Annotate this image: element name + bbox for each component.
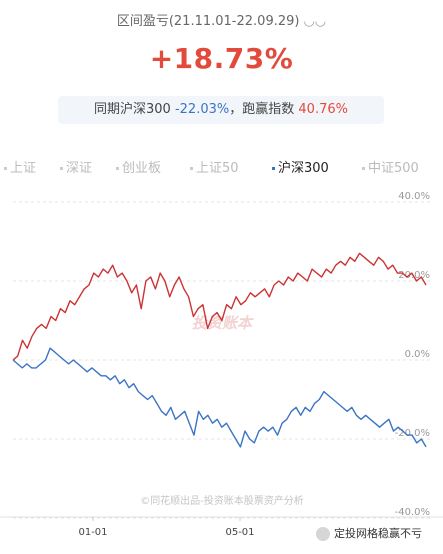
compare-label-1: 同期沪深300	[94, 102, 171, 117]
legend-marker-icon	[272, 167, 275, 170]
y-tick-label: -20.0%	[395, 428, 430, 439]
legend-item-shangzheng[interactable]: 上证	[4, 157, 36, 176]
legend-label: 上证50	[196, 161, 239, 176]
legend-label: 上证	[10, 161, 37, 176]
index-line	[12, 347, 427, 448]
legend-marker-icon	[60, 167, 63, 170]
legend-label: 创业板	[122, 161, 162, 176]
legend-item-shenzheng[interactable]: 深证	[60, 157, 92, 176]
wechat-icon	[316, 527, 330, 541]
legend-label: 深证	[66, 161, 93, 176]
badge-text: 定投网格稳赢不亏	[334, 527, 422, 540]
legend-item-zz500[interactable]: 中证500	[362, 157, 419, 176]
index-legend: 上证 深证 创业板 上证50 沪深300 中证500	[0, 157, 443, 177]
legend-label: 中证500	[368, 161, 419, 176]
legend-item-sz50[interactable]: 上证50	[190, 157, 239, 176]
wechat-badge: 定投网格稳赢不亏	[316, 525, 422, 543]
legend-marker-icon	[116, 167, 119, 170]
eye-closed-icon[interactable]: ◡◡	[303, 14, 327, 29]
y-tick-label: 20.0%	[398, 270, 430, 281]
x-tick-label: 01-01	[78, 527, 107, 538]
header-title: 区间盈亏(21.11.01-22.09.29) ◡◡	[0, 10, 443, 29]
return-chart: 40.0%20.0%0.0%-20.0%-40.0%01-01 05-01投资账本…	[0, 191, 443, 538]
compare-label-2: 跑赢指数	[242, 102, 295, 117]
y-tick-label: 40.0%	[398, 191, 430, 202]
compare-box: 同期沪深300 -22.03%，跑赢指数 40.76%	[58, 96, 384, 124]
source-text: ©同花顺出品-投资账本股票资产分析	[140, 494, 304, 507]
legend-marker-icon	[4, 167, 7, 170]
compare-sep: ，	[229, 102, 243, 117]
legend-item-hs300[interactable]: 沪深300	[272, 157, 329, 176]
legend-marker-icon	[362, 167, 365, 170]
legend-label: 沪深300	[278, 161, 329, 176]
y-tick-label: 0.0%	[405, 349, 430, 360]
compare-value-2: 40.76%	[298, 102, 348, 117]
compare-value-1: -22.03%	[174, 102, 230, 117]
header-title-text: 区间盈亏(21.11.01-22.09.29)	[116, 14, 300, 29]
y-tick-label: -40.0%	[395, 507, 430, 518]
legend-marker-icon	[190, 167, 193, 170]
legend-item-chuangyeban[interactable]: 创业板	[116, 157, 161, 176]
portfolio-line	[12, 252, 427, 361]
x-tick-label: 05-01	[225, 527, 254, 538]
return-value: +18.73%	[149, 42, 294, 75]
